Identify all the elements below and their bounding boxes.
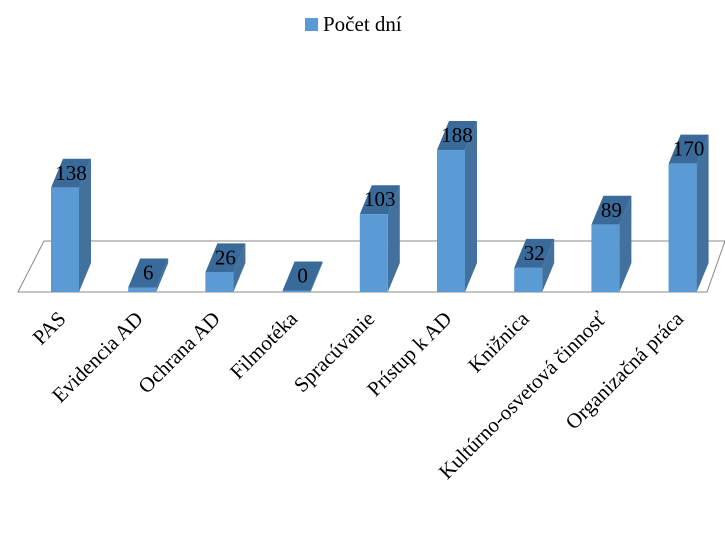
bar-side-face bbox=[79, 158, 91, 292]
bar-6 bbox=[514, 238, 555, 292]
bar-3 bbox=[282, 261, 323, 292]
value-label-0: 138 bbox=[55, 161, 87, 185]
bar-side-face bbox=[465, 121, 477, 292]
bar-side-face bbox=[542, 238, 555, 292]
bar-front-face bbox=[205, 272, 234, 292]
value-label-1: 6 bbox=[143, 260, 154, 284]
bar-2 bbox=[205, 243, 246, 292]
bar-front-face bbox=[514, 267, 543, 292]
category-label-2: Ochrana AD bbox=[133, 307, 225, 399]
bar-top-face bbox=[514, 238, 555, 268]
category-label-6: Knižnica bbox=[463, 306, 534, 377]
bar-side-face bbox=[696, 134, 709, 292]
legend-label: Počet dní bbox=[323, 12, 402, 36]
category-label-0: PAS bbox=[28, 307, 71, 350]
bar-top-face bbox=[128, 258, 169, 288]
bar-side-face bbox=[233, 243, 246, 292]
bar-top-face bbox=[205, 243, 246, 273]
bar-side-face bbox=[156, 258, 169, 292]
bar-top-face bbox=[668, 134, 709, 164]
category-label-3: Filmotéka bbox=[225, 306, 303, 384]
bar-front-face bbox=[437, 150, 465, 292]
bar-top-face bbox=[51, 158, 91, 188]
bar-front-face bbox=[51, 187, 79, 292]
legend-swatch bbox=[305, 18, 318, 31]
value-label-8: 170 bbox=[673, 137, 705, 161]
chart-floor bbox=[17, 240, 725, 293]
value-label-6: 32 bbox=[524, 241, 545, 265]
value-labels-group: 138 6 26 0 103 188 32 89 170 bbox=[55, 123, 704, 287]
bar-top-face bbox=[282, 261, 323, 291]
bar-top-face bbox=[437, 121, 477, 151]
bar-side-face bbox=[310, 261, 323, 292]
bar-side-face bbox=[387, 185, 400, 292]
value-label-4: 103 bbox=[364, 187, 396, 211]
bar-1 bbox=[128, 258, 169, 292]
bar-8 bbox=[668, 134, 709, 292]
value-label-3: 0 bbox=[297, 264, 308, 288]
bar-7 bbox=[591, 195, 632, 292]
bar-0 bbox=[51, 158, 91, 292]
value-label-5: 188 bbox=[441, 123, 473, 147]
bar-4 bbox=[359, 185, 400, 292]
chart-legend: Počet dní bbox=[305, 12, 402, 37]
bar-front-face bbox=[359, 214, 388, 292]
bar-front-face bbox=[128, 287, 157, 292]
bar-top-face bbox=[591, 195, 632, 225]
bar-5 bbox=[437, 121, 477, 292]
value-label-7: 89 bbox=[601, 198, 622, 222]
value-label-2: 26 bbox=[215, 245, 236, 269]
bar-front-face bbox=[282, 290, 311, 292]
bars-group bbox=[51, 121, 709, 292]
bar-top-face bbox=[359, 185, 400, 215]
bar-front-face bbox=[668, 163, 697, 292]
bar-side-face bbox=[619, 195, 632, 292]
bar-front-face bbox=[591, 224, 620, 292]
